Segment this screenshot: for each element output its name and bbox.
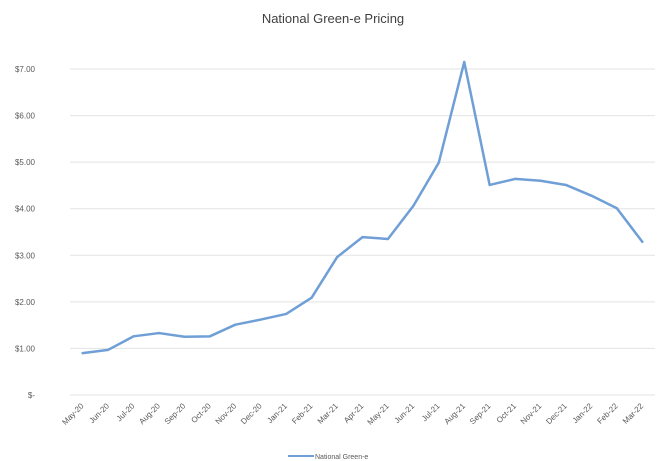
data-point bbox=[335, 255, 339, 259]
y-tick-label: $1.00 bbox=[15, 344, 36, 353]
x-axis-tick-labels: May-20 Jun-20 Jul-20 Aug-20 Sep-20 Oct-20 Nov-… bbox=[60, 401, 645, 427]
y-tick-label: $2.00 bbox=[15, 298, 36, 307]
data-point bbox=[539, 179, 542, 182]
x-tick-label: Apr-21 bbox=[342, 401, 366, 425]
x-tick-label: Jun-21 bbox=[393, 401, 417, 425]
x-tick-label: Nov-20 bbox=[214, 401, 239, 426]
x-tick-label: Aug-20 bbox=[137, 401, 162, 426]
data-point bbox=[361, 235, 364, 239]
x-tick-label: Jan-21 bbox=[265, 401, 289, 425]
data-point bbox=[513, 177, 517, 181]
data-point bbox=[157, 331, 161, 335]
x-tick-label: Dec-21 bbox=[544, 401, 569, 426]
y-tick-label: $4.00 bbox=[15, 205, 36, 214]
y-tick-label: $5.00 bbox=[15, 158, 36, 167]
y-tick-label: $3.00 bbox=[15, 251, 36, 260]
x-tick-label: Jul-21 bbox=[420, 401, 442, 423]
x-tick-label: Nov-21 bbox=[519, 401, 544, 426]
data-point bbox=[259, 318, 262, 321]
y-tick-label: $7.00 bbox=[15, 65, 36, 74]
x-tick-label: Feb-22 bbox=[595, 401, 620, 426]
x-tick-label: Mar-22 bbox=[621, 401, 646, 426]
x-tick-label: May-20 bbox=[60, 401, 86, 427]
x-tick-label: Oct-20 bbox=[189, 401, 213, 425]
legend: National Green-e bbox=[288, 454, 368, 461]
y-tick-label: $6.00 bbox=[15, 112, 36, 121]
x-tick-label: Feb-21 bbox=[290, 401, 315, 426]
x-tick-label: Jul-20 bbox=[115, 401, 137, 423]
data-point bbox=[106, 348, 110, 352]
data-point bbox=[463, 60, 466, 64]
data-point bbox=[208, 335, 212, 338]
x-tick-label: Mar-21 bbox=[316, 401, 341, 426]
x-tick-label: Oct-21 bbox=[495, 401, 519, 425]
y-tick-label: $- bbox=[28, 391, 35, 400]
series-line-national-green-e bbox=[81, 60, 644, 355]
data-point bbox=[590, 194, 593, 197]
data-point bbox=[310, 296, 313, 299]
x-tick-label: Sep-20 bbox=[163, 401, 188, 426]
x-tick-label: Jun-20 bbox=[87, 401, 111, 425]
data-point bbox=[437, 161, 441, 164]
x-tick-label: Dec-20 bbox=[239, 401, 264, 426]
chart-title: National Green-e Pricing bbox=[262, 11, 404, 26]
x-tick-label: Sep-21 bbox=[468, 401, 493, 426]
data-point bbox=[284, 312, 288, 316]
data-point bbox=[641, 240, 644, 243]
data-point bbox=[132, 335, 135, 338]
gridlines bbox=[70, 68, 655, 396]
x-tick-label: May-21 bbox=[366, 401, 392, 427]
data-point bbox=[81, 351, 84, 355]
data-point bbox=[564, 183, 568, 187]
data-point bbox=[615, 207, 619, 210]
data-point bbox=[234, 323, 237, 326]
series-layer bbox=[81, 60, 644, 355]
data-point bbox=[412, 204, 415, 208]
x-tick-label: Aug-21 bbox=[443, 401, 468, 426]
y-axis-tick-labels: $- $1.00 $2.00 $3.00 $4.00 $5.00 $6.00 $7.00 bbox=[15, 65, 36, 400]
data-point bbox=[183, 335, 186, 338]
data-point bbox=[386, 237, 390, 241]
legend-label-national-green-e: National Green-e bbox=[315, 454, 368, 461]
data-point bbox=[488, 183, 491, 187]
x-tick-label: Jan-22 bbox=[571, 401, 595, 425]
